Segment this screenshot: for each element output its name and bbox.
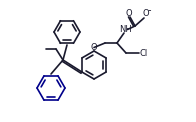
- Text: O: O: [126, 9, 132, 17]
- Text: O: O: [142, 10, 149, 19]
- Text: -: -: [148, 5, 151, 15]
- Text: O: O: [91, 42, 97, 51]
- Text: NH: NH: [120, 25, 132, 35]
- Text: Cl: Cl: [140, 49, 148, 57]
